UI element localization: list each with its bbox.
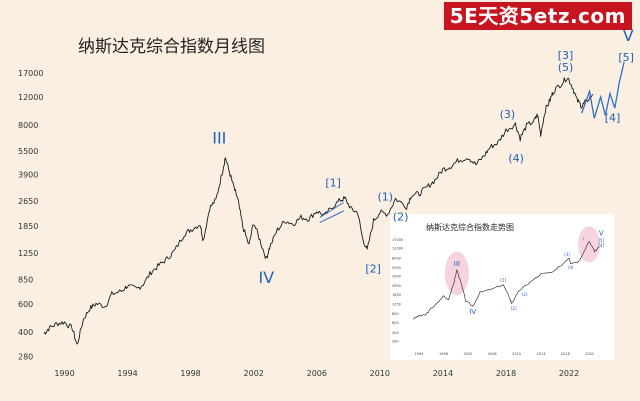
inset-y-tick-label: 17000 [392, 238, 403, 242]
inset-wave-label: (3) [564, 252, 570, 257]
inset-highlight-ellipse [578, 226, 601, 263]
x-tick-label: 1994 [117, 369, 137, 378]
wave-label: (2) [393, 211, 409, 224]
x-tick-label: 2018 [496, 369, 516, 378]
wave-label: [5] [618, 51, 634, 64]
wave-label: [4] [605, 112, 621, 125]
inset-y-tick-label: 280 [392, 340, 399, 344]
y-tick-label: 1850 [18, 222, 38, 231]
inset-x-tick-label: 2010 [512, 352, 521, 356]
y-tick-label: 12000 [18, 93, 43, 102]
inset-x-tick-label: 1998 [439, 352, 448, 356]
wave-label: IV [258, 268, 274, 287]
inset-wave-label: IV [469, 308, 476, 316]
x-tick-label: 2002 [244, 369, 264, 378]
y-tick-label: 400 [18, 328, 33, 337]
channel-line [319, 210, 344, 223]
inset-wave-label: III [454, 260, 460, 268]
y-tick-label: 600 [18, 300, 33, 309]
wave-label: (4) [508, 152, 524, 165]
wave-label: III [212, 128, 226, 147]
wave-label: (1) [378, 191, 394, 204]
y-tick-label: 1250 [18, 249, 38, 258]
inset-wave-label: V [599, 230, 604, 238]
inset-y-tick-label: 1850 [392, 293, 401, 297]
y-tick-label: 2650 [18, 197, 38, 206]
inset-x-tick-label: 2014 [537, 352, 547, 356]
site-watermark: 5E天资5etz.com [443, 2, 632, 30]
x-tick-label: 2006 [307, 369, 327, 378]
inset-y-tick-label: 2650 [392, 284, 401, 288]
inset-chart-title: 纳斯达克综合指数走势图 [426, 223, 514, 232]
inset-price-line [412, 240, 600, 320]
inset-wave-label: [1] [500, 278, 506, 283]
x-tick-label: 2022 [559, 369, 579, 378]
wave-label: [2] [365, 262, 381, 275]
price-series-line [43, 77, 594, 345]
wave-projection-line [581, 61, 625, 119]
x-tick-label: 2010 [370, 369, 390, 378]
y-tick-label: 3900 [18, 171, 38, 180]
inset-y-tick-label: 850 [392, 312, 399, 316]
chart-title: 纳斯达克综合指数月线图 [78, 37, 265, 57]
inset-wave-label: ? [583, 237, 585, 242]
wave-label: (3) [500, 108, 516, 121]
inset-x-tick-label: 2022 [585, 352, 594, 356]
inset-highlight-ellipse [444, 251, 469, 296]
x-tick-label: 1990 [54, 369, 74, 378]
inset-y-tick-label: 5500 [392, 266, 401, 270]
inset-wave-label: [5] [598, 238, 604, 243]
inset-x-tick-label: 2006 [488, 352, 497, 356]
inset-y-tick-label: 600 [392, 321, 399, 325]
inset-y-tick-label: 400 [392, 331, 399, 335]
inset-wave-label: [2] [511, 306, 517, 311]
inset-y-tick-label: 8000 [392, 257, 401, 261]
inset-wave-label: [4] [598, 243, 604, 248]
inset-x-tick-label: 2018 [561, 352, 570, 356]
inset-y-tick-label: 3900 [392, 274, 401, 278]
y-tick-label: 850 [18, 276, 33, 285]
y-tick-label: 280 [18, 352, 33, 361]
inset-y-tick-label: 12000 [392, 247, 403, 251]
wave-label: [1] [325, 177, 341, 190]
inset-x-tick-label: 1994 [415, 352, 425, 356]
inset-chart-panel [390, 214, 614, 360]
wave-label: V [623, 26, 634, 45]
channel-line [319, 202, 344, 218]
inset-wave-label: (2) [522, 292, 528, 297]
inset-y-tick-label: 1250 [392, 303, 401, 307]
x-tick-label: 2014 [433, 369, 453, 378]
x-tick-label: 1998 [180, 369, 200, 378]
wave-label: (5) [558, 61, 574, 74]
y-tick-label: 17000 [18, 69, 43, 78]
wave-label: [3] [558, 49, 574, 62]
y-tick-label: 8000 [18, 121, 38, 130]
y-tick-label: 5500 [18, 147, 38, 156]
inset-wave-label: (4) [568, 265, 574, 270]
inset-x-tick-label: 2002 [463, 352, 472, 356]
